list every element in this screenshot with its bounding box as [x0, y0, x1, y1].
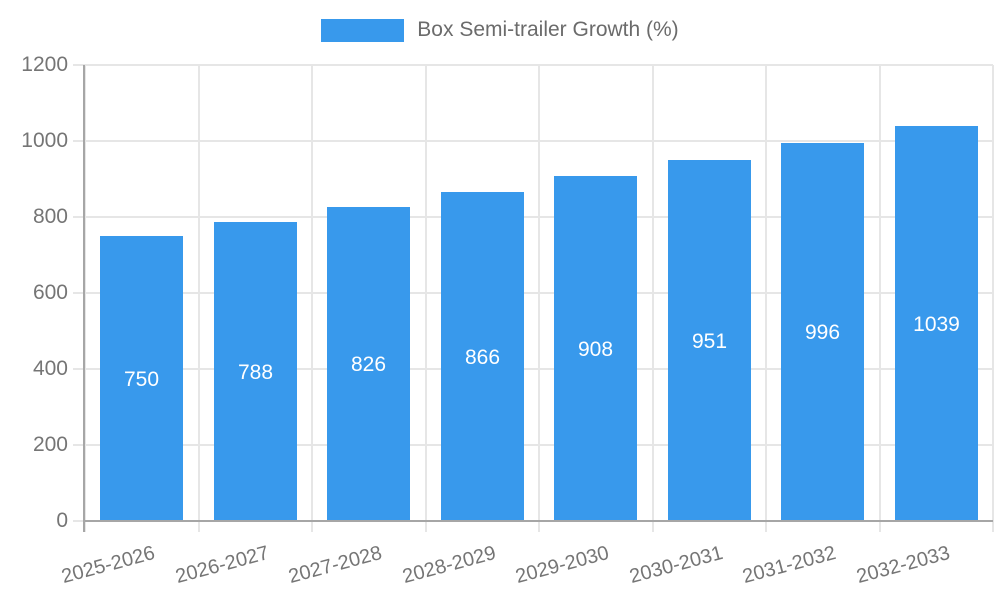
y-gridline: [73, 368, 993, 370]
x-gridline: [84, 65, 86, 532]
bar-2031-2032[interactable]: [781, 143, 864, 521]
y-axis-tick-label: 600: [32, 281, 68, 304]
x-axis-label: 2026-2027: [172, 542, 271, 589]
x-gridline: [879, 65, 881, 532]
bar-value-label: 866: [464, 346, 501, 369]
y-axis-tick-label: 400: [32, 357, 68, 380]
bar-2026-2027[interactable]: [214, 222, 297, 521]
bar-value-label: 908: [577, 338, 614, 361]
x-axis-label: 2031-2032: [740, 542, 839, 589]
x-gridline: [198, 65, 200, 532]
bar-value-label: 996: [804, 321, 841, 344]
bar-2029-2030[interactable]: [554, 176, 637, 521]
y-axis-tick-label: 800: [32, 205, 68, 228]
x-axis-label: 2028-2029: [399, 542, 498, 589]
bar-2032-2033[interactable]: [895, 126, 978, 521]
x-gridline: [425, 65, 427, 532]
y-gridline: [73, 64, 993, 66]
bar-value-label: 1039: [913, 313, 960, 336]
x-gridline: [992, 65, 994, 532]
legend-label: Box Semi-trailer Growth (%): [417, 18, 679, 41]
y-axis-line: [83, 65, 85, 532]
bar-value-label: 750: [123, 368, 160, 391]
bar-value-label: 826: [350, 353, 387, 376]
bar-2027-2028[interactable]: [327, 207, 410, 521]
bar-2028-2029[interactable]: [441, 192, 524, 521]
y-gridline: [73, 292, 993, 294]
y-gridline: [73, 444, 993, 446]
bar-value-label: 951: [691, 330, 728, 353]
legend-item[interactable]: Box Semi-trailer Growth (%): [0, 18, 1000, 42]
bar-2030-2031[interactable]: [668, 160, 751, 521]
y-axis-tick-label: 0: [56, 509, 68, 532]
y-gridline: [73, 216, 993, 218]
x-axis-label: 2025-2026: [59, 542, 158, 589]
legend-swatch: [321, 18, 405, 42]
x-gridline: [311, 65, 313, 532]
x-axis-label: 2029-2030: [513, 542, 612, 589]
x-gridline: [765, 65, 767, 532]
x-axis-label: 2030-2031: [626, 542, 725, 589]
y-gridline: [73, 140, 993, 142]
x-axis-label: 2027-2028: [286, 542, 385, 589]
y-axis-tick-label: 1200: [21, 53, 68, 76]
x-gridline: [538, 65, 540, 532]
x-axis-line: [85, 520, 993, 522]
bar-value-label: 788: [237, 361, 274, 384]
x-gridline: [652, 65, 654, 532]
x-axis-label: 2032-2033: [853, 542, 952, 589]
y-axis-tick-label: 200: [32, 433, 68, 456]
bar-2025-2026[interactable]: [100, 236, 183, 521]
y-axis-tick-label: 1000: [21, 129, 68, 152]
